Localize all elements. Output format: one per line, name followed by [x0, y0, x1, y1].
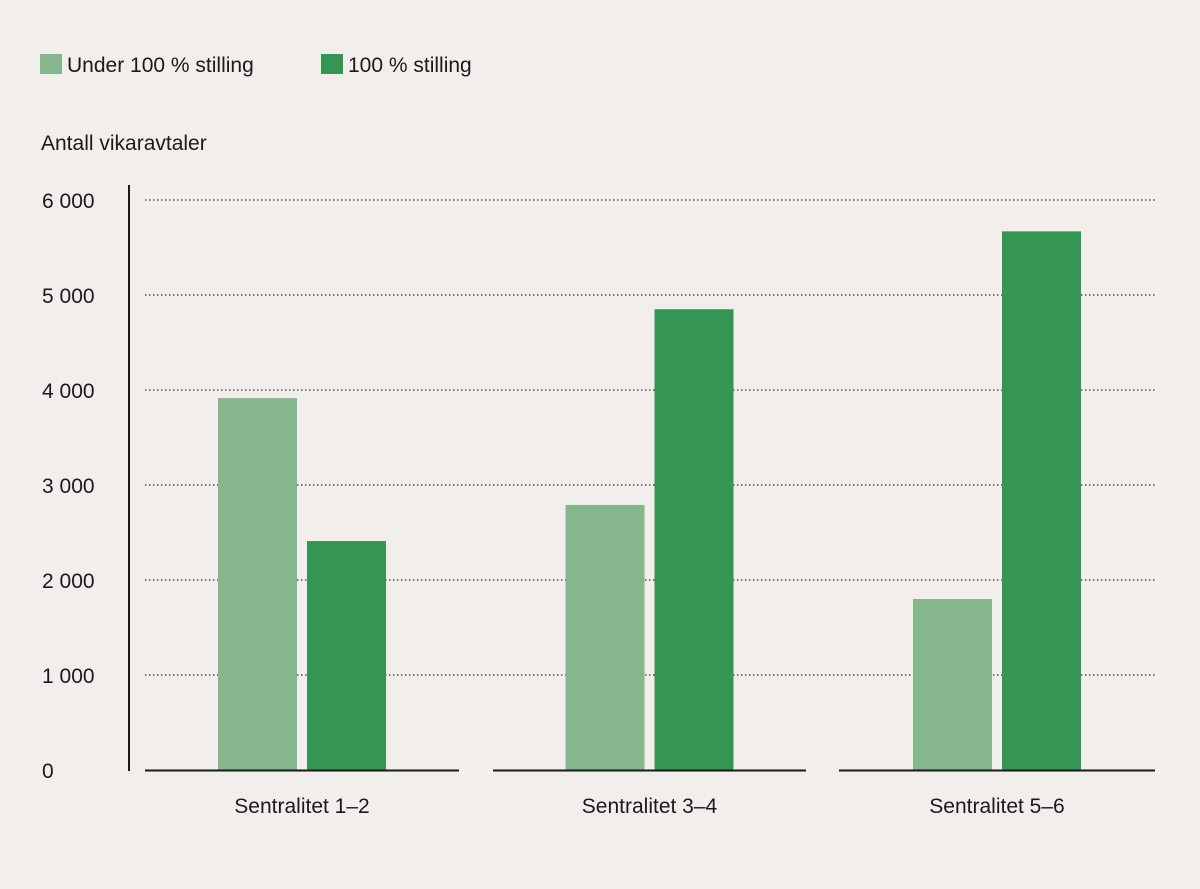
y-tick-label: 0 [42, 760, 54, 783]
legend-label: 100 % stilling [348, 54, 472, 77]
x-axis: Sentralitet 1–2 Sentralitet 3–4 Sentralite… [145, 769, 1155, 818]
bars [218, 231, 1081, 771]
bar [654, 309, 734, 770]
y-tick-label: 1 000 [42, 665, 95, 688]
x-tick-label: Sentralitet 1–2 [234, 795, 369, 818]
y-ticks: 0 1 000 2 000 3 000 4 000 5 000 6 000 [42, 190, 95, 783]
y-axis-label: Antall vikaravtaler [41, 132, 207, 155]
y-tick-label: 2 000 [42, 570, 95, 593]
y-tick-label: 6 000 [42, 190, 95, 213]
legend-label: Under 100 % stilling [67, 54, 254, 77]
bar [307, 541, 386, 770]
y-tick-label: 5 000 [42, 285, 95, 308]
legend: Under 100 % stilling 100 % stilling [40, 54, 472, 77]
bar [565, 504, 645, 770]
x-tick-label: Sentralitet 3–4 [582, 795, 718, 818]
y-tick-label: 3 000 [42, 475, 95, 498]
legend-swatch [40, 54, 62, 74]
y-tick-label: 4 000 [42, 380, 95, 403]
x-tick-label: Sentralitet 5–6 [929, 795, 1064, 818]
bar [913, 599, 992, 770]
bar [218, 398, 297, 770]
bar [1002, 231, 1081, 771]
legend-swatch [321, 54, 343, 74]
